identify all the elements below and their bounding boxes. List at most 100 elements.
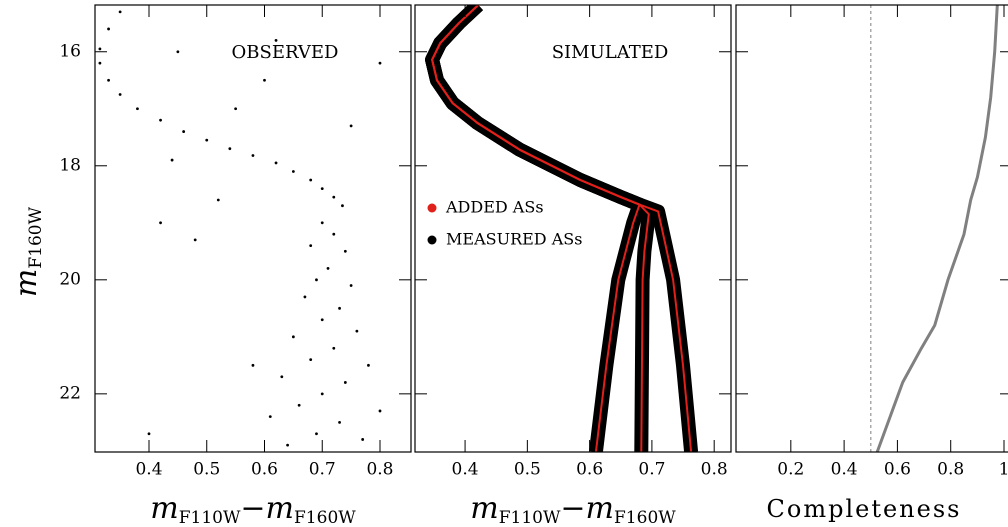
x-tick-label: 0.4: [452, 460, 479, 480]
x-tick-label: 0.7: [638, 460, 665, 480]
x-tick-label: 0.5: [514, 460, 541, 480]
point: [118, 93, 122, 96]
point: [118, 10, 122, 14]
y-tick-label: 16: [59, 41, 81, 61]
point: [182, 130, 186, 133]
point: [349, 284, 353, 287]
axis-label: Completeness: [767, 495, 962, 523]
axis-label-subscript: F110W: [499, 508, 561, 527]
point: [297, 403, 301, 407]
x-tick-label: 0.8: [366, 460, 393, 480]
axis-label-main: −m: [560, 491, 614, 526]
axis-label-main: −m: [240, 491, 294, 526]
legend-label: ADDED ASs: [445, 198, 544, 217]
line: [425, 5, 647, 452]
point: [159, 118, 162, 122]
x-tick-label: 0.8: [701, 460, 728, 480]
x-tick-label: 0.6: [884, 460, 911, 480]
point: [268, 415, 272, 419]
point: [315, 278, 318, 282]
point: [309, 244, 313, 248]
point: [332, 195, 336, 199]
x-tick-label: 0.6: [251, 460, 278, 480]
x-tick-label: 0.2: [777, 460, 804, 480]
frame: [735, 4, 1008, 453]
point: [251, 363, 255, 367]
x-tick-label: 1: [999, 460, 1008, 480]
axis-label-main: m: [9, 269, 44, 297]
frame: [94, 4, 412, 453]
point: [378, 61, 382, 65]
axis-label-subscript: F160W: [614, 508, 676, 527]
y-tick-label: 20: [59, 269, 81, 289]
axis-label: mF110W−mF160W: [150, 491, 356, 527]
point: [320, 318, 324, 322]
point: [286, 443, 289, 447]
point: [343, 249, 347, 253]
axis-label: mF110W−mF160W: [470, 491, 676, 527]
line: [431, 5, 650, 452]
point: [338, 306, 341, 310]
x-tick-label: 0.6: [576, 460, 603, 480]
point: [98, 61, 102, 65]
point: [107, 27, 110, 31]
point: [303, 295, 307, 299]
legend-marker: [427, 235, 437, 245]
point: [263, 78, 266, 82]
plot-area: [98, 10, 382, 447]
point: [98, 47, 102, 51]
y-tick-label: 22: [59, 383, 81, 403]
point: [355, 329, 359, 333]
point: [136, 107, 139, 111]
legend-label: MEASURED ASs: [446, 230, 582, 249]
y-tick-label: 18: [59, 155, 81, 175]
point: [234, 107, 238, 111]
point: [320, 221, 324, 225]
x-tick-label: 0.4: [135, 460, 162, 480]
point: [107, 78, 110, 82]
x-tick-label: 0.8: [937, 460, 964, 480]
x-tick-label: 0.4: [831, 460, 858, 480]
line: [431, 5, 693, 452]
point: [320, 392, 324, 396]
point: [309, 178, 313, 182]
point: [309, 358, 313, 362]
axis-label: mF160W: [9, 206, 46, 297]
panel-title: OBSERVED: [232, 42, 339, 63]
point: [147, 432, 151, 436]
axis-label-main: m: [150, 491, 178, 526]
point: [326, 267, 330, 270]
axis-label-main: m: [470, 491, 498, 526]
point: [274, 38, 278, 42]
plot-area: [870, 5, 999, 452]
x-tick-label: 0.7: [309, 460, 336, 480]
point: [205, 138, 209, 142]
point: [291, 335, 295, 339]
axis-label-main: Completeness: [767, 495, 962, 523]
x-tick-label: 0.5: [193, 460, 220, 480]
point: [274, 161, 278, 165]
point: [349, 124, 353, 128]
axis-label-subscript: F110W: [179, 508, 241, 527]
point: [332, 232, 336, 236]
point: [367, 363, 370, 367]
point: [341, 204, 344, 208]
point: [170, 158, 174, 162]
legend-marker: [427, 203, 437, 213]
point: [216, 198, 220, 202]
point: [291, 170, 295, 173]
point: [251, 154, 255, 157]
point: [176, 50, 180, 54]
axis-label-subscript: F160W: [294, 508, 356, 527]
point: [228, 147, 232, 151]
point: [280, 375, 284, 379]
axis-label-subscript: F160W: [26, 206, 46, 268]
point: [320, 187, 324, 190]
point: [378, 409, 382, 413]
plot-area: [425, 5, 699, 452]
line: [425, 5, 656, 452]
point: [159, 221, 162, 225]
line: [875, 5, 999, 452]
point: [193, 238, 197, 242]
